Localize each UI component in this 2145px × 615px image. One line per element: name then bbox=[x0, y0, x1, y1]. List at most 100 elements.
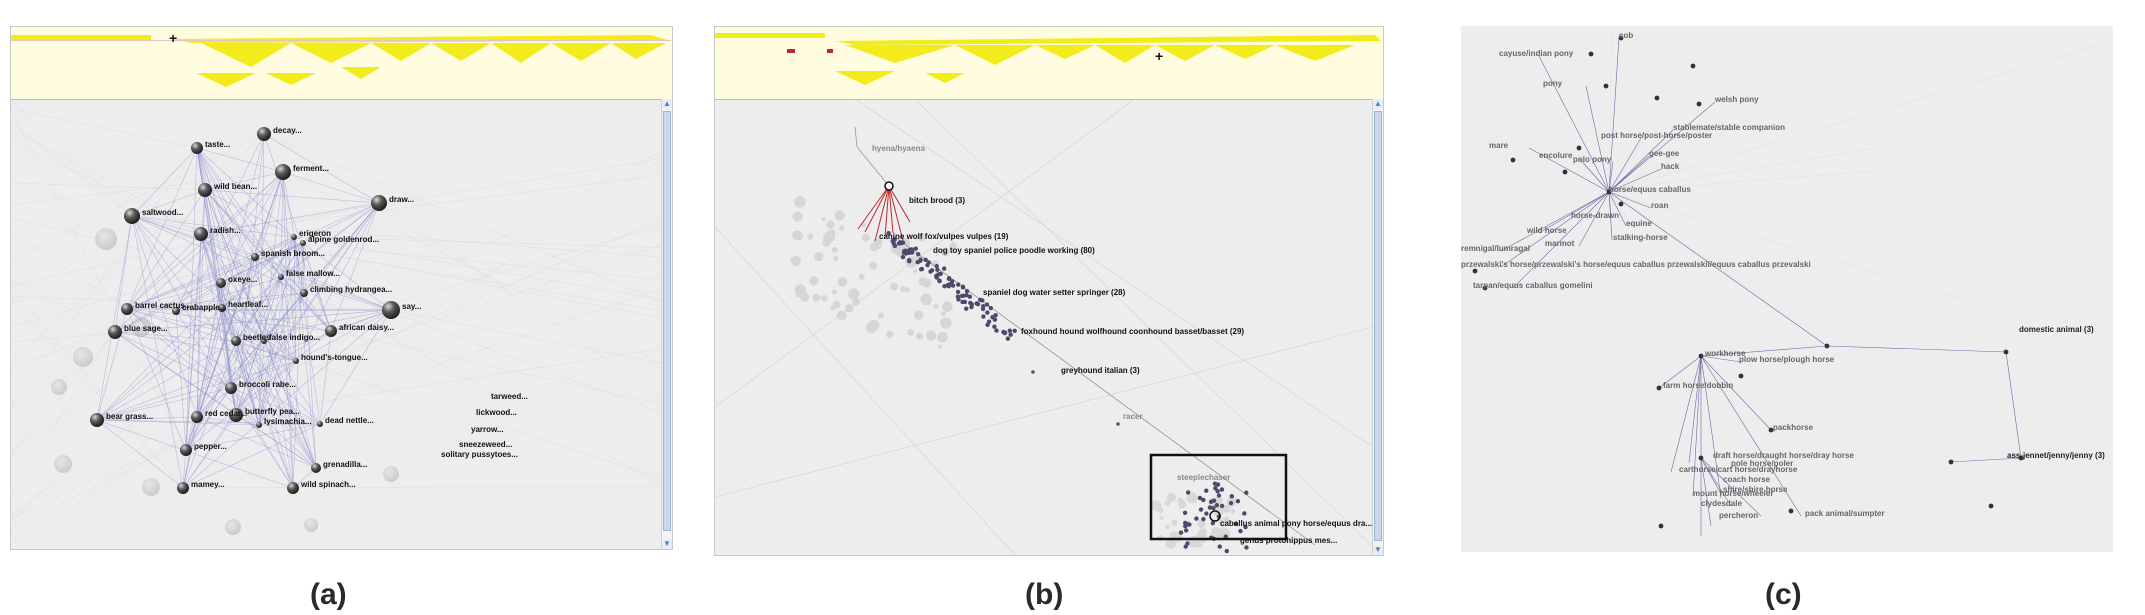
graph-node[interactable] bbox=[1510, 157, 1516, 163]
graph-node[interactable] bbox=[980, 306, 986, 312]
graph-node[interactable] bbox=[1656, 385, 1662, 391]
graph-node[interactable] bbox=[293, 358, 299, 364]
graph-node[interactable] bbox=[934, 275, 939, 280]
graph-node[interactable] bbox=[981, 314, 986, 319]
graph-node[interactable] bbox=[1238, 528, 1243, 534]
graph-node[interactable] bbox=[1214, 503, 1220, 508]
graph-node[interactable] bbox=[1788, 508, 1794, 514]
graph-node[interactable] bbox=[121, 303, 133, 315]
graph-node[interactable] bbox=[1472, 268, 1478, 274]
graph-node[interactable] bbox=[1219, 503, 1225, 509]
graph-node[interactable] bbox=[942, 283, 947, 289]
graph-node[interactable] bbox=[198, 183, 212, 197]
graph-node[interactable] bbox=[1696, 101, 1702, 107]
graph-node[interactable] bbox=[925, 262, 930, 268]
graph-node[interactable] bbox=[960, 284, 966, 290]
graph-node[interactable] bbox=[1116, 422, 1120, 426]
graph-node[interactable] bbox=[949, 279, 955, 284]
graph-node[interactable] bbox=[1233, 521, 1239, 526]
scroll-thumb[interactable] bbox=[1374, 111, 1382, 541]
graph-node[interactable] bbox=[1197, 495, 1203, 501]
graph-node[interactable] bbox=[1482, 285, 1488, 291]
graph-node[interactable] bbox=[1224, 548, 1229, 554]
graph-node[interactable] bbox=[311, 463, 321, 473]
graph-node[interactable] bbox=[1005, 336, 1011, 341]
graph-node[interactable] bbox=[225, 382, 237, 394]
graph-node[interactable] bbox=[1988, 503, 1994, 509]
graph-node[interactable] bbox=[975, 302, 981, 307]
graph-node[interactable] bbox=[1243, 524, 1248, 530]
graph-node[interactable] bbox=[1213, 486, 1218, 491]
graph-node[interactable] bbox=[915, 251, 921, 257]
focus-node[interactable] bbox=[1209, 510, 1221, 522]
graph-node[interactable] bbox=[984, 302, 990, 307]
graph-node[interactable] bbox=[1242, 511, 1247, 516]
graph-node[interactable] bbox=[950, 283, 956, 288]
graph-node[interactable] bbox=[1031, 370, 1035, 374]
scroll-up-icon[interactable]: ▲ bbox=[662, 99, 672, 109]
graph-node[interactable] bbox=[1201, 516, 1206, 522]
panel-a-scrollbar[interactable]: ▲ ▼ bbox=[661, 99, 672, 549]
graph-node[interactable] bbox=[1690, 63, 1696, 69]
graph-node[interactable] bbox=[993, 313, 998, 318]
graph-node[interactable] bbox=[218, 304, 226, 312]
scroll-thumb[interactable] bbox=[663, 111, 671, 531]
graph-node[interactable] bbox=[300, 289, 308, 297]
graph-node[interactable] bbox=[923, 257, 928, 262]
graph-node[interactable] bbox=[985, 322, 990, 328]
graph-node[interactable] bbox=[918, 257, 923, 262]
graph-node[interactable] bbox=[191, 411, 203, 423]
graph-node[interactable] bbox=[194, 227, 208, 241]
graph-node[interactable] bbox=[964, 306, 969, 311]
graph-node[interactable] bbox=[897, 240, 903, 245]
graph-node[interactable] bbox=[935, 267, 940, 272]
graph-node[interactable] bbox=[1002, 330, 1008, 335]
graph-node[interactable] bbox=[2018, 455, 2024, 461]
panel-a-hierarchy-overview[interactable]: + bbox=[11, 27, 672, 100]
graph-node[interactable] bbox=[1698, 455, 1704, 461]
graph-node[interactable] bbox=[325, 325, 337, 337]
graph-node[interactable] bbox=[1948, 459, 1954, 465]
graph-node[interactable] bbox=[915, 260, 920, 265]
graph-node[interactable] bbox=[1824, 343, 1830, 349]
graph-node[interactable] bbox=[904, 251, 909, 256]
graph-node[interactable] bbox=[907, 247, 912, 253]
graph-node[interactable] bbox=[382, 301, 400, 319]
graph-node[interactable] bbox=[1187, 522, 1192, 527]
graph-node[interactable] bbox=[1618, 201, 1624, 207]
graph-node[interactable] bbox=[913, 246, 918, 251]
graph-node[interactable] bbox=[955, 289, 961, 295]
graph-node[interactable] bbox=[1208, 499, 1214, 505]
graph-node[interactable] bbox=[886, 231, 891, 236]
graph-node[interactable] bbox=[1183, 528, 1189, 533]
graph-node[interactable] bbox=[287, 482, 299, 494]
graph-node[interactable] bbox=[317, 421, 323, 427]
graph-node[interactable] bbox=[1182, 510, 1188, 516]
graph-node[interactable] bbox=[1210, 520, 1216, 526]
scroll-down-icon[interactable]: ▼ bbox=[662, 539, 672, 549]
graph-node[interactable] bbox=[964, 292, 969, 298]
panel-a-network[interactable]: decay... taste... ferment... wild bean... dr… bbox=[11, 99, 662, 549]
graph-node[interactable] bbox=[1183, 544, 1188, 549]
graph-node[interactable] bbox=[1603, 83, 1609, 89]
panel-b-network[interactable]: hyena/hyaena bitch brood (3) canine wolf f… bbox=[715, 99, 1373, 555]
graph-node[interactable] bbox=[261, 338, 267, 344]
graph-node[interactable] bbox=[1654, 95, 1660, 101]
graph-node[interactable] bbox=[191, 142, 203, 154]
graph-node[interactable] bbox=[257, 127, 271, 141]
graph-node[interactable] bbox=[1185, 490, 1191, 495]
graph-node[interactable] bbox=[900, 254, 906, 260]
graph-node[interactable] bbox=[275, 164, 291, 180]
graph-node[interactable] bbox=[1217, 544, 1222, 549]
graph-node[interactable] bbox=[1215, 482, 1221, 487]
graph-node[interactable] bbox=[300, 240, 306, 246]
graph-node[interactable] bbox=[946, 276, 952, 282]
graph-node[interactable] bbox=[1211, 505, 1216, 511]
panel-b-scrollbar[interactable]: ▲ ▼ bbox=[1372, 99, 1383, 555]
graph-node[interactable] bbox=[371, 195, 387, 211]
graph-node[interactable] bbox=[1658, 523, 1664, 529]
scroll-down-icon[interactable]: ▼ bbox=[1373, 545, 1383, 555]
graph-node[interactable] bbox=[956, 297, 961, 302]
graph-node[interactable] bbox=[172, 307, 180, 315]
graph-node[interactable] bbox=[992, 324, 997, 329]
